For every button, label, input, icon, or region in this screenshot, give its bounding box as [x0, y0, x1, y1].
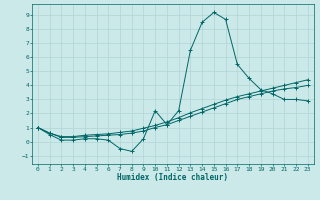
X-axis label: Humidex (Indice chaleur): Humidex (Indice chaleur)	[117, 173, 228, 182]
